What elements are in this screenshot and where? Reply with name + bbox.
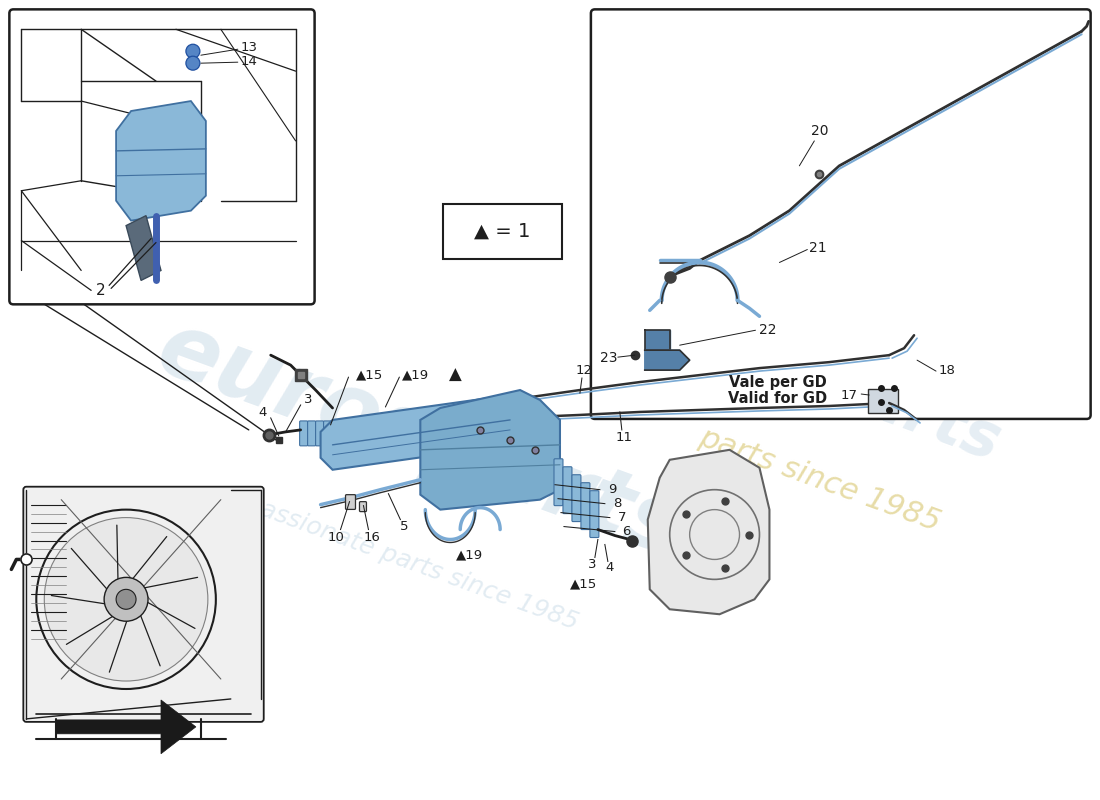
Text: 6: 6 xyxy=(623,525,631,538)
Text: 13: 13 xyxy=(241,41,257,54)
Text: ▲15: ▲15 xyxy=(355,369,383,382)
Text: 14: 14 xyxy=(241,54,257,68)
Text: Valid for GD: Valid for GD xyxy=(728,390,827,406)
FancyBboxPatch shape xyxy=(443,204,562,259)
Text: 2: 2 xyxy=(97,283,106,298)
FancyBboxPatch shape xyxy=(591,10,1090,419)
Text: 3: 3 xyxy=(587,558,596,571)
FancyBboxPatch shape xyxy=(323,421,331,446)
Text: 5: 5 xyxy=(400,520,408,533)
FancyBboxPatch shape xyxy=(572,474,581,522)
Text: 4: 4 xyxy=(258,406,267,419)
Text: 16: 16 xyxy=(364,531,381,544)
Text: 9: 9 xyxy=(607,483,616,496)
Polygon shape xyxy=(420,390,560,510)
Text: 11: 11 xyxy=(615,431,632,444)
Polygon shape xyxy=(648,450,769,614)
Text: ▲ = 1: ▲ = 1 xyxy=(474,222,530,241)
Circle shape xyxy=(44,518,208,681)
FancyBboxPatch shape xyxy=(299,421,308,446)
Text: 10: 10 xyxy=(327,531,344,544)
Polygon shape xyxy=(320,395,520,470)
Text: eurosparts: eurosparts xyxy=(145,304,695,576)
Polygon shape xyxy=(126,216,161,281)
Polygon shape xyxy=(645,350,690,370)
Text: Vale per GD: Vale per GD xyxy=(728,374,826,390)
FancyBboxPatch shape xyxy=(360,502,366,512)
Circle shape xyxy=(186,44,200,58)
FancyBboxPatch shape xyxy=(316,421,323,446)
FancyBboxPatch shape xyxy=(10,10,315,304)
Text: 22: 22 xyxy=(759,323,777,338)
FancyBboxPatch shape xyxy=(23,486,264,722)
FancyBboxPatch shape xyxy=(868,389,898,413)
FancyBboxPatch shape xyxy=(581,482,590,530)
Circle shape xyxy=(117,590,136,610)
Text: ▲: ▲ xyxy=(449,366,462,384)
Text: 12: 12 xyxy=(575,364,593,377)
Text: parts since 1985: parts since 1985 xyxy=(695,422,944,537)
Text: 3: 3 xyxy=(305,393,312,406)
FancyBboxPatch shape xyxy=(345,494,355,510)
Text: 21: 21 xyxy=(810,241,827,254)
Text: eurosparts: eurosparts xyxy=(629,286,1010,474)
Polygon shape xyxy=(645,330,670,350)
Text: 23: 23 xyxy=(600,351,617,365)
Text: 20: 20 xyxy=(811,124,828,138)
Text: 17: 17 xyxy=(840,389,857,402)
Text: 8: 8 xyxy=(613,497,621,510)
Text: 4: 4 xyxy=(606,561,614,574)
Polygon shape xyxy=(117,101,206,221)
Text: 18: 18 xyxy=(939,364,956,377)
FancyBboxPatch shape xyxy=(590,490,598,538)
Text: ▲19: ▲19 xyxy=(403,369,429,382)
Text: 7: 7 xyxy=(617,511,626,524)
FancyBboxPatch shape xyxy=(563,466,572,514)
Circle shape xyxy=(104,578,148,622)
FancyBboxPatch shape xyxy=(308,421,316,446)
Text: ▲15: ▲15 xyxy=(570,578,597,591)
Text: ▲19: ▲19 xyxy=(456,548,483,561)
FancyBboxPatch shape xyxy=(554,458,563,506)
Polygon shape xyxy=(56,700,196,754)
Circle shape xyxy=(186,56,200,70)
Text: a passionate parts since 1985: a passionate parts since 1985 xyxy=(220,484,581,635)
